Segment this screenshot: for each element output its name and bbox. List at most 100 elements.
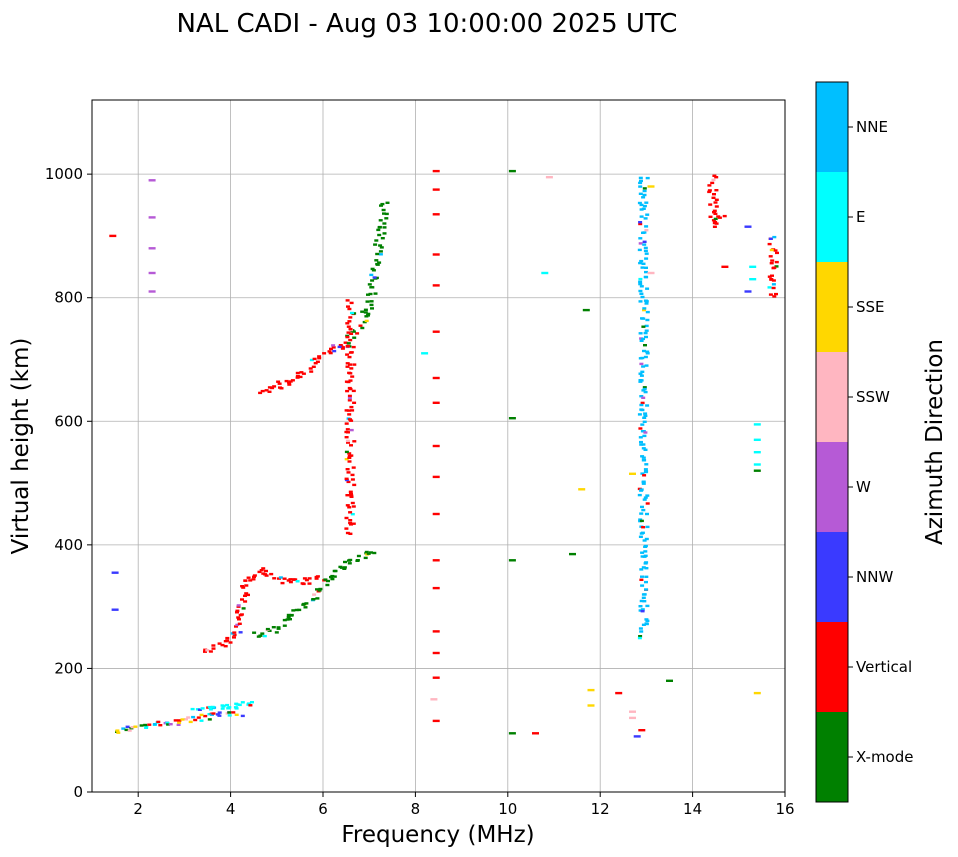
echo-mark: [642, 204, 647, 208]
echo-mark: [639, 179, 643, 183]
echo-mark: [346, 441, 350, 444]
echo-mark: [644, 335, 648, 339]
echo-mark: [639, 630, 644, 633]
echo-mark: [642, 600, 647, 603]
echo-mark: [203, 714, 208, 718]
echo-mark: [314, 577, 319, 580]
axis-ticks: 2 4 6 8 10 12 14 16 0 200 400 600 800 1000: [45, 165, 795, 818]
echo-mark: [753, 438, 761, 441]
echo-mark: [644, 324, 649, 328]
echo-mark: [366, 293, 370, 296]
echo-mark: [545, 176, 553, 179]
echo-mark: [712, 193, 716, 196]
echo-mark: [317, 357, 322, 360]
echo-group: [421, 265, 761, 466]
echo-mark: [360, 310, 365, 313]
echo-mark: [638, 635, 643, 638]
echo-mark: [241, 607, 246, 610]
echo-mark: [144, 726, 149, 729]
echo-mark: [641, 508, 646, 512]
echo-mark: [638, 372, 643, 375]
echo-mark: [148, 247, 156, 250]
echo-mark: [349, 332, 354, 335]
echo-mark: [642, 593, 647, 596]
echo-mark: [350, 311, 354, 315]
y-axis-label: Virtual height (km): [8, 338, 34, 555]
echo-mark: [236, 604, 241, 607]
echo-mark: [294, 608, 299, 612]
echo-mark: [199, 713, 204, 717]
x-tick-label: 14: [683, 800, 702, 818]
echo-mark: [156, 720, 161, 724]
echo-mark: [376, 228, 381, 232]
echo-mark: [641, 623, 646, 626]
echo-mark: [638, 222, 643, 226]
x-tick-label: 8: [411, 800, 421, 818]
echo-mark: [364, 550, 369, 554]
echo-mark: [344, 458, 349, 461]
trace: [190, 701, 254, 711]
echo-mark: [111, 608, 119, 611]
echo-mark: [639, 292, 644, 295]
echo-mark: [133, 725, 138, 728]
echo-mark: [637, 201, 642, 205]
echo-mark: [769, 262, 774, 265]
echo-mark: [714, 198, 719, 201]
echo-mark: [356, 554, 361, 558]
echo-mark: [639, 208, 644, 211]
echo-mark: [347, 562, 352, 565]
echo-mark: [363, 311, 368, 314]
echo-mark: [352, 483, 357, 487]
echo-mark: [328, 351, 333, 355]
echo-mark: [288, 580, 293, 584]
echo-mark: [645, 318, 650, 322]
echo-mark: [642, 459, 647, 462]
echo-mark: [346, 409, 351, 412]
echo-mark: [148, 290, 156, 293]
echo-mark: [346, 331, 351, 334]
echo-mark: [276, 380, 281, 383]
echo-mark: [712, 174, 717, 177]
echo-mark: [637, 493, 642, 497]
echo-mark: [304, 602, 309, 605]
echo-mark: [288, 618, 292, 621]
colorbar-swatch: [816, 262, 848, 352]
echo-mark: [644, 270, 648, 274]
echo-mark: [640, 472, 645, 475]
echo-mark: [638, 237, 643, 240]
echo-mark: [381, 208, 386, 212]
echo-mark: [348, 418, 352, 421]
echo-mark: [352, 401, 357, 404]
echo-mark: [348, 351, 353, 354]
echo-mark: [367, 283, 372, 286]
echo-mark: [241, 586, 246, 589]
colorbar-swatch: [816, 172, 848, 262]
echo-mark: [347, 320, 352, 323]
echo-mark: [640, 584, 645, 587]
echo-mark: [749, 265, 757, 268]
echo-mark: [217, 711, 222, 714]
echo-mark: [382, 222, 387, 225]
echo-mark: [345, 428, 350, 431]
echo-mark: [248, 579, 253, 582]
echo-mark: [638, 261, 643, 265]
echo-mark: [176, 723, 181, 726]
echo-mark: [235, 623, 240, 627]
echo-mark: [349, 494, 354, 497]
colorbar-tick-label: SSE: [856, 298, 885, 316]
echo-mark: [260, 632, 265, 635]
echo-group: [508, 169, 761, 735]
echo-mark: [348, 558, 353, 562]
echo-mark: [215, 713, 220, 716]
echo-mark: [344, 409, 349, 412]
chart-title: NAL CADI - Aug 03 10:00:00 2025 UTC: [177, 9, 678, 39]
echo-mark: [377, 261, 382, 264]
colorbar-label: Azimuth Direction: [922, 339, 948, 545]
echo-mark: [639, 403, 644, 407]
echo-mark: [200, 707, 205, 710]
echo-group: [432, 169, 440, 723]
echo-mark: [644, 588, 648, 591]
echo-mark: [642, 349, 646, 353]
echo-mark: [309, 358, 314, 362]
echo-mark: [643, 468, 648, 471]
